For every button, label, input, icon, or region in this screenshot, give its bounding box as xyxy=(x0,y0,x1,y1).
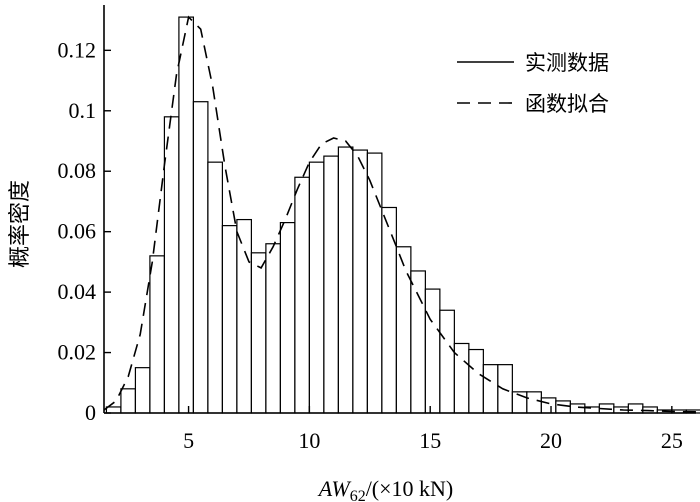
histogram-bar xyxy=(526,391,542,414)
y-tick-label: 0.02 xyxy=(58,340,97,365)
y-tick-label: 0.04 xyxy=(58,279,97,304)
y-tick-label: 0.12 xyxy=(58,37,97,62)
histogram-bar xyxy=(424,288,441,414)
histogram-bar xyxy=(294,176,310,414)
y-tick-label: 0 xyxy=(85,400,96,425)
histogram-bar xyxy=(352,149,368,414)
x-axis-label: AW62/(×10 kN) xyxy=(317,476,454,502)
histogram-bar xyxy=(482,364,499,414)
histogram-bar xyxy=(569,403,586,414)
x-axis-label-sub: 62 xyxy=(350,488,366,502)
y-tick-label: 0.08 xyxy=(58,158,97,183)
legend-label-measured: 实测数据 xyxy=(525,51,609,75)
fit-curve-line xyxy=(103,15,697,413)
y-tick-labels: 0 0.02 0.04 0.06 0.08 0.1 0.12 xyxy=(58,37,97,425)
histogram-bar xyxy=(308,161,325,414)
x-tick-label: 20 xyxy=(540,428,562,453)
x-tick-label: 5 xyxy=(183,428,194,453)
histogram-bar xyxy=(221,225,238,414)
histogram-bar xyxy=(555,400,571,414)
histogram-bar xyxy=(207,161,223,414)
histogram-bar xyxy=(192,101,209,414)
histogram-bar xyxy=(163,116,180,414)
histogram-bar xyxy=(381,206,397,414)
x-tick-label: 25 xyxy=(661,428,683,453)
histogram-bar xyxy=(265,243,281,414)
y-tick-label: 0.06 xyxy=(58,219,97,244)
histogram-bar xyxy=(468,348,484,414)
histogram-bar xyxy=(149,255,166,414)
x-tick-label: 15 xyxy=(419,428,441,453)
y-tick-label: 0.1 xyxy=(69,98,97,123)
x-axis-label-unit: /(×10 kN) xyxy=(366,476,454,501)
histogram-bar xyxy=(236,218,252,414)
histogram-bar xyxy=(439,309,455,414)
histogram-bar xyxy=(279,222,296,414)
histogram-bar xyxy=(178,16,195,414)
x-tick-label: 10 xyxy=(298,428,320,453)
legend: 实测数据 函数拟合 xyxy=(457,51,609,116)
x-axis-label-main: AW xyxy=(317,476,352,501)
histogram-bar xyxy=(395,246,412,414)
histogram-bars xyxy=(105,16,700,414)
histogram-bar xyxy=(250,252,267,414)
histogram-bar xyxy=(105,406,122,414)
histogram-bar xyxy=(323,155,339,414)
histogram-bar xyxy=(497,364,513,414)
y-axis-label: 概率密度 xyxy=(7,180,32,268)
histogram-bar xyxy=(134,367,151,414)
axes xyxy=(103,5,696,414)
x-tick-labels: 5 10 15 20 25 xyxy=(183,428,683,453)
histogram-bar xyxy=(627,403,644,414)
histogram-bar xyxy=(120,388,137,414)
histogram-bar xyxy=(366,152,383,414)
histogram-bar xyxy=(540,397,557,414)
histogram-bar xyxy=(337,146,354,414)
legend-label-fitted: 函数拟合 xyxy=(525,92,609,116)
histogram-bar xyxy=(410,270,426,414)
